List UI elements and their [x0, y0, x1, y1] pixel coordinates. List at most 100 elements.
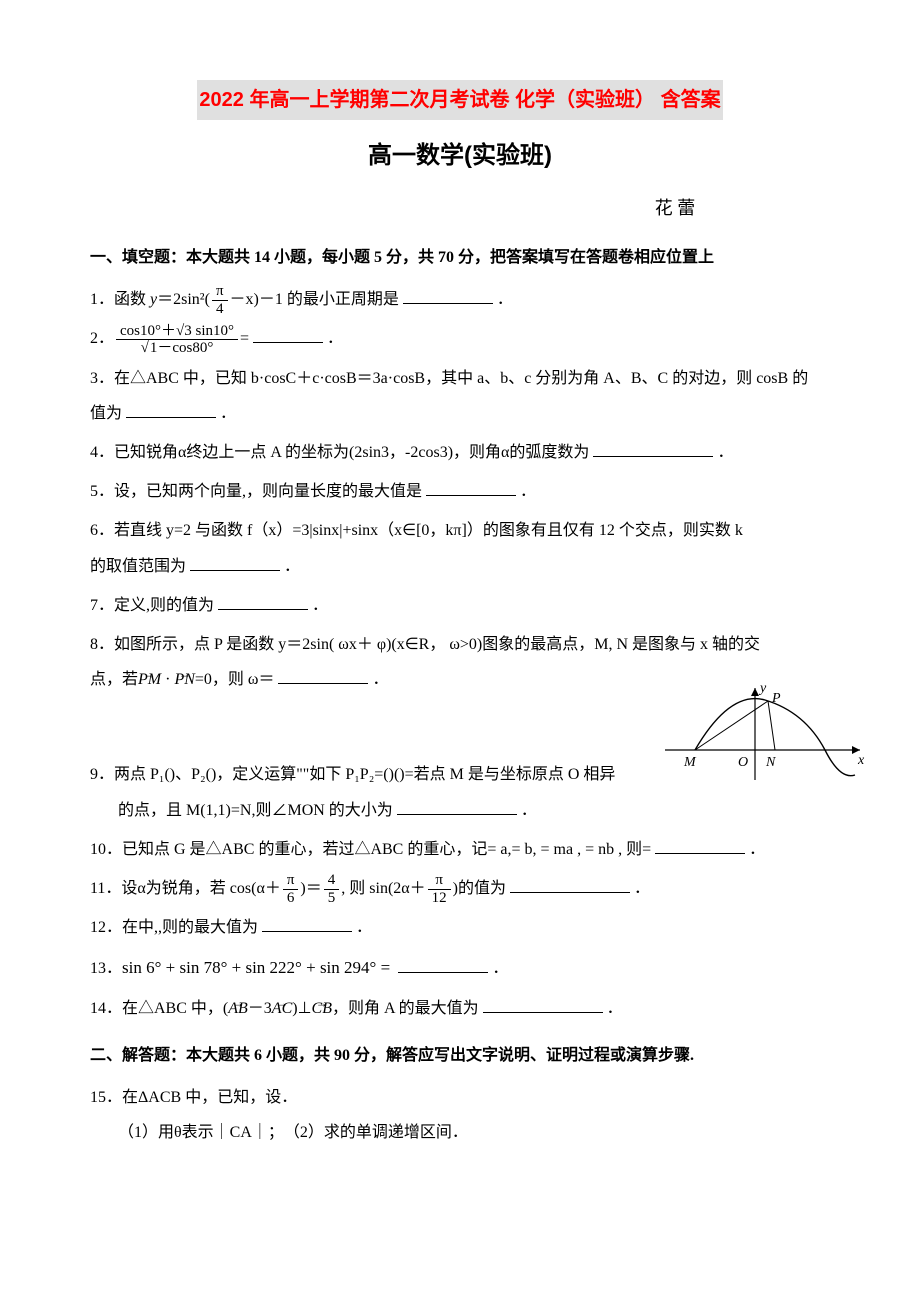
- label-P: P: [771, 691, 781, 706]
- q2-num: cos10°＋√3 sin10°: [116, 323, 238, 341]
- q13-math: sin 6° + sin 78° + sin 222° + sin 294° =: [122, 958, 394, 977]
- q13-blank: [398, 956, 488, 974]
- q11-end: ．: [634, 880, 650, 897]
- q14-mid1: －3: [248, 1000, 272, 1017]
- q14-end: ．: [607, 1000, 623, 1017]
- q12-end: ．: [356, 919, 372, 936]
- q14-mid2: )⊥: [292, 1000, 311, 1017]
- label-O: O: [738, 755, 748, 770]
- vector-pm: PM: [138, 671, 161, 688]
- q5-blank: [426, 479, 516, 497]
- q8-pre: 点，若: [90, 671, 138, 688]
- section-1-heading: 一、填空题：本大题共 14 小题，每小题 5 分，共 70 分，把答案填写在答题…: [90, 242, 830, 274]
- q9-line2: 的点，且 M(1,1)=N,则∠MON 的大小为: [90, 802, 393, 819]
- q8-dot: ·: [161, 671, 174, 688]
- q8-end: ．: [372, 671, 388, 688]
- question-10: 10．已知点 G 是△ABC 的重心，若过△ABC 的重心，记= a,= b, …: [90, 832, 830, 867]
- q2-blank: [253, 326, 323, 344]
- q15-line1: 15．在ΔACB 中，已知，设．: [90, 1089, 297, 1106]
- label-M: M: [683, 755, 697, 770]
- title-subject: 高一数学(实验班): [90, 132, 830, 180]
- q11-post: )的值为: [453, 880, 506, 897]
- q2-sqrt: 1－cos80°: [149, 340, 214, 356]
- q2-fraction: cos10°＋√3 sin10°√1－cos80°: [116, 323, 238, 357]
- vector-pn: PN: [174, 671, 194, 688]
- q5-text: 5．设，已知两个向量,，则向量长度的最大值是: [90, 483, 422, 500]
- question-11: 11．设α为锐角，若 cos(α＋π6)＝45, 则 sin(2α＋π12)的值…: [90, 871, 830, 906]
- q1-pre: 1．函数: [90, 291, 150, 308]
- q9-line1: 9．两点 P₁()、P₂()，定义运算""如下 P₁P₂=()()=若点 M 是…: [90, 766, 615, 783]
- q14-post: ，则角 A 的最大值为: [332, 1000, 479, 1017]
- sine-diagram: y x P M O N: [660, 680, 870, 790]
- question-2: 2．cos10°＋√3 sin10°√1－cos80°= ．: [90, 321, 830, 356]
- q6-line1: 6．若直线 y=2 与函数 f（x）=3|sinx|+sinx（x∈[0，kπ]…: [90, 522, 743, 539]
- q9-end: ．: [521, 802, 537, 819]
- q3-line1: 3．在△ABC 中，已知 b·cosC＋c·cosB＝3a·cosB，其中 a、…: [90, 370, 808, 387]
- q10-blank: [655, 836, 745, 854]
- q3-line2: 值为: [90, 405, 122, 422]
- q12-blank: [262, 915, 352, 933]
- vector-cb: CB: [312, 1000, 332, 1017]
- q6-line2: 的取值范围为: [90, 558, 186, 575]
- q1-den: 4: [212, 301, 228, 318]
- q9-blank: [397, 797, 517, 815]
- q2-pre: 2．: [90, 330, 114, 347]
- q13-pre: 13．: [90, 960, 122, 977]
- q2-den: √1－cos80°: [116, 340, 238, 357]
- q14-blank: [483, 995, 603, 1013]
- q11-pre: 11．设α为锐角，若 cos(α＋: [90, 880, 281, 897]
- label-y: y: [758, 681, 767, 696]
- q7-end: ．: [312, 597, 328, 614]
- q10-end: ．: [749, 841, 765, 858]
- q8-blank: [278, 667, 368, 685]
- q10-text: 10．已知点 G 是△ABC 的重心，若过△ABC 的重心，记= a,= b, …: [90, 841, 651, 858]
- vector-ac: AC: [272, 1000, 292, 1017]
- q11-mid1: )＝: [300, 880, 321, 897]
- q12-text: 12．在中,,则的最大值为: [90, 919, 258, 936]
- question-5: 5．设，已知两个向量,，则向量长度的最大值是 ．: [90, 474, 830, 509]
- question-1: 1．函数 y＝2sin²(π4－x)－1 的最小正周期是．: [90, 282, 830, 317]
- q11-f1: π6: [283, 872, 299, 906]
- q6-end: ．: [284, 558, 300, 575]
- q2-end: ．: [327, 330, 343, 347]
- question-13: 13．sin 6° + sin 78° + sin 222° + sin 294…: [90, 949, 830, 986]
- label-N: N: [765, 755, 776, 770]
- question-3: 3．在△ABC 中，已知 b·cosC＋c·cosB＝3a·cosB，其中 a、…: [90, 361, 830, 431]
- q3-blank: [126, 400, 216, 418]
- label-x: x: [857, 753, 865, 768]
- q2-eq: =: [240, 330, 249, 347]
- q11-f2: 45: [324, 872, 340, 906]
- q7-text: 7．定义,则的值为: [90, 597, 214, 614]
- author-name: 花 蕾: [520, 190, 830, 226]
- q6-blank: [190, 553, 280, 571]
- q4-text: 4．已知锐角α终边上一点 A 的坐标为(2sin3，-2cos3)，则角α的弧度…: [90, 444, 589, 461]
- question-12: 12．在中,,则的最大值为 ．: [90, 910, 830, 945]
- q8-line1: 8．如图所示，点 P 是函数 y＝2sin( ωx＋ φ)(x∈R， ω>0)图…: [90, 636, 760, 653]
- diagram-svg: y x P M O N: [660, 680, 870, 790]
- q1-eq: ＝2sin²(: [157, 291, 210, 308]
- q1-num: π: [212, 283, 228, 301]
- vector-ab: AB: [228, 1000, 248, 1017]
- question-6: 6．若直线 y=2 与函数 f（x）=3|sinx|+sinx（x∈[0，kπ]…: [90, 513, 830, 583]
- q4-blank: [593, 439, 713, 457]
- q11-mid2: , 则 sin(2α＋: [341, 880, 425, 897]
- q14-pre: 14．在△ABC 中，(: [90, 1000, 228, 1017]
- q7-blank: [218, 592, 308, 610]
- exam-page: 2022 年高一上学期第二次月考试卷 化学（实验班） 含答案 高一数学(实验班)…: [0, 0, 920, 1302]
- q13-end: ．: [492, 960, 508, 977]
- section-2-heading: 二、解答题：本大题共 6 小题，共 90 分，解答应写出文字说明、证明过程或演算…: [90, 1040, 830, 1072]
- q5-end: ．: [520, 483, 536, 500]
- q11-f3: π12: [428, 872, 451, 906]
- q1-end: ．: [497, 291, 513, 308]
- q4-end: ．: [717, 444, 733, 461]
- question-14: 14．在△ABC 中，(AB－3AC)⊥CB，则角 A 的最大值为 ．: [90, 991, 830, 1026]
- q8-post: =0，则 ω＝: [195, 671, 275, 688]
- question-4: 4．已知锐角α终边上一点 A 的坐标为(2sin3，-2cos3)，则角α的弧度…: [90, 435, 830, 470]
- q1-fraction: π4: [212, 283, 228, 317]
- q1-blank: [403, 286, 493, 304]
- q15-line2: （1）用θ表示｜CA｜； （2）求的单调递增区间．: [90, 1124, 468, 1141]
- title-red: 2022 年高一上学期第二次月考试卷 化学（实验班） 含答案: [197, 80, 722, 120]
- q1-post: －x)－1 的最小正周期是: [230, 291, 399, 308]
- question-7: 7．定义,则的值为 ．: [90, 588, 830, 623]
- q11-blank: [510, 875, 630, 893]
